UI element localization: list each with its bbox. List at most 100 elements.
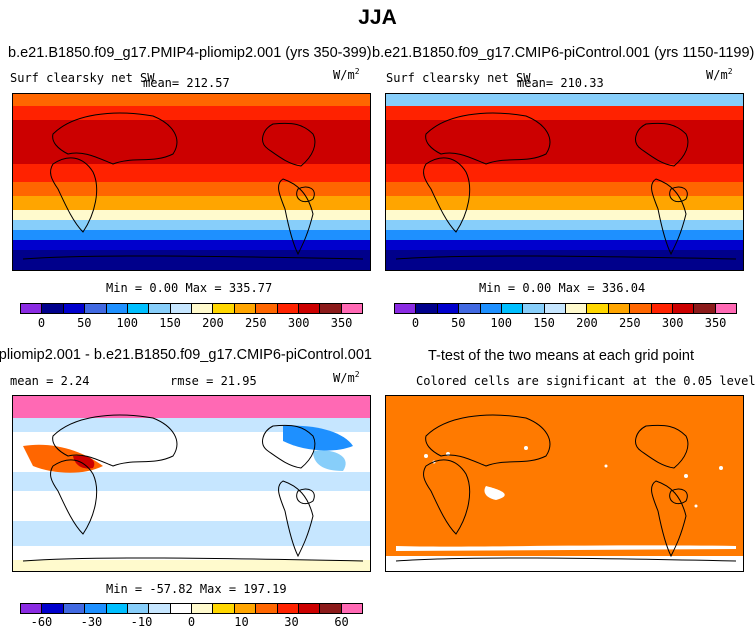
panel1-case-title: b.e21.B1850.f09_g17.PMIP4-pliomip2.001 (… (8, 45, 372, 61)
colorbar-swatch (566, 304, 588, 313)
colorbar-tick-label: 250 (618, 316, 641, 330)
colorbar-swatch (21, 304, 43, 313)
colorbar-swatch (277, 604, 299, 613)
colorbar-tick-label: 30 (284, 615, 299, 629)
colorbar-swatch (170, 304, 192, 313)
colorbar-swatch (630, 304, 652, 313)
colorbar-swatch (320, 304, 342, 313)
panel2-units: W/m2 (706, 67, 733, 82)
panel3-case-title: b.e21.B1850.f09_g17.PMIP4-pliomip2.001 -… (0, 347, 372, 363)
colorbar-swatch (234, 604, 257, 613)
panel3-rmse-label: rmse = 21.95 (170, 374, 257, 388)
colorbar-swatch (149, 304, 171, 313)
colorbar-swatch (63, 604, 86, 613)
colorbar-swatch (127, 604, 150, 613)
panel4-map (385, 395, 744, 572)
colorbar-swatch (149, 604, 171, 613)
panel4-title: T-test of the two means at each grid poi… (428, 348, 694, 364)
colorbar-swatch (192, 304, 214, 313)
colorbar-swatch (106, 304, 128, 313)
colorbar-swatch (523, 304, 545, 313)
colorbar-swatch (320, 604, 342, 613)
panel1-variable-label: Surf clearsky net SW (10, 71, 155, 85)
colorbar-tick-label: 350 (330, 316, 353, 330)
colorbar-swatch (63, 304, 86, 313)
colorbar-swatch (395, 304, 417, 313)
colorbar-swatch (256, 604, 278, 613)
colorbar-swatch (651, 304, 673, 313)
panel1-colorbar-ticks: 0 50 100 150 200 250 300 350 (20, 316, 363, 332)
colorbar-tick-label: 150 (533, 316, 555, 330)
colorbar-swatch (213, 604, 235, 613)
panel1-map (12, 93, 371, 271)
colorbar-swatch (213, 304, 235, 313)
colorbar-tick-label: 50 (451, 316, 466, 330)
colorbar-tick-label: 300 (661, 316, 684, 330)
colorbar-tick-label: -10 (130, 615, 153, 629)
colorbar-swatch (608, 304, 631, 313)
panel3-case-title-wrap: b.e21.B1850.f09_g17.PMIP4-pliomip2.001 -… (0, 346, 372, 364)
colorbar-swatch (501, 304, 524, 313)
colorbar-tick-label: 0 (187, 615, 196, 629)
colorbar-swatch (416, 304, 438, 313)
colorbar-swatch (85, 304, 107, 313)
colorbar-swatch (715, 304, 736, 313)
panel3-coastlines (22, 414, 364, 562)
colorbar-tick-label: 0 (411, 316, 420, 330)
panel2-colorbar-ticks: 0 50 100 150 200 250 300 350 (394, 316, 737, 332)
colorbar-swatch (256, 304, 278, 313)
panel3-minmax: Min = -57.82 Max = 197.19 (106, 582, 287, 596)
colorbar-swatch (480, 304, 502, 313)
panel4-coastlines (395, 414, 737, 562)
panel2-variable-label: Surf clearsky net SW (386, 71, 531, 85)
colorbar-swatch (544, 304, 566, 313)
colorbar-tick-label: 100 (116, 316, 139, 330)
colorbar-swatch (587, 304, 609, 313)
panel1-colorbar (20, 303, 363, 314)
colorbar-swatch (42, 304, 64, 313)
panel2-minmax: Min = 0.00 Max = 336.04 (479, 281, 646, 295)
colorbar-tick-label: 150 (159, 316, 181, 330)
colorbar-swatch (21, 604, 43, 613)
colorbar-swatch (127, 304, 150, 313)
panel2-map (385, 93, 744, 271)
colorbar-swatch (106, 604, 128, 613)
colorbar-swatch (341, 304, 362, 313)
colorbar-swatch (341, 604, 362, 613)
colorbar-tick-label: 200 (576, 316, 598, 330)
colorbar-tick-label: 10 (234, 615, 249, 629)
panel3-colorbar (20, 603, 363, 614)
panel1-minmax: Min = 0.00 Max = 335.77 (106, 281, 273, 295)
colorbar-swatch (437, 304, 460, 313)
colorbar-tick-label: 100 (490, 316, 513, 330)
colorbar-tick-label: 300 (287, 316, 310, 330)
panel2-colorbar (394, 303, 737, 314)
colorbar-tick-label: 200 (202, 316, 224, 330)
colorbar-tick-label: -60 (30, 615, 53, 629)
colorbar-swatch (298, 304, 321, 313)
colorbar-tick-label: 0 (37, 316, 46, 330)
panel2-case-title: b.e21.B1850.f09_g17.CMIP6-piControl.001 … (372, 45, 755, 61)
colorbar-swatch (42, 604, 64, 613)
panel4-subtitle: Colored cells are significant at the 0.0… (416, 374, 755, 388)
colorbar-swatch (85, 604, 107, 613)
panel3-colorbar-ticks: -60 -30 -10 0 10 30 60 (20, 615, 363, 631)
colorbar-tick-label: -30 (80, 615, 103, 629)
panel1-mean-label: mean= 212.57 (143, 76, 230, 90)
colorbar-swatch (694, 304, 716, 313)
colorbar-swatch (277, 304, 299, 313)
figure-title: JJA (358, 6, 397, 29)
colorbar-tick-label: 250 (244, 316, 267, 330)
colorbar-tick-label: 60 (334, 615, 349, 629)
panel1-units: W/m2 (333, 67, 360, 82)
colorbar-swatch (672, 304, 695, 313)
panel2-coastlines (395, 112, 737, 260)
panel3-map (12, 395, 371, 572)
colorbar-tick-label: 350 (704, 316, 727, 330)
panel3-units: W/m2 (333, 370, 360, 385)
panel2-mean-label: mean= 210.33 (517, 76, 604, 90)
panel3-mean-label: mean = 2.24 (10, 374, 90, 388)
colorbar-tick-label: 50 (77, 316, 92, 330)
colorbar-swatch (170, 604, 192, 613)
colorbar-swatch (459, 304, 481, 313)
